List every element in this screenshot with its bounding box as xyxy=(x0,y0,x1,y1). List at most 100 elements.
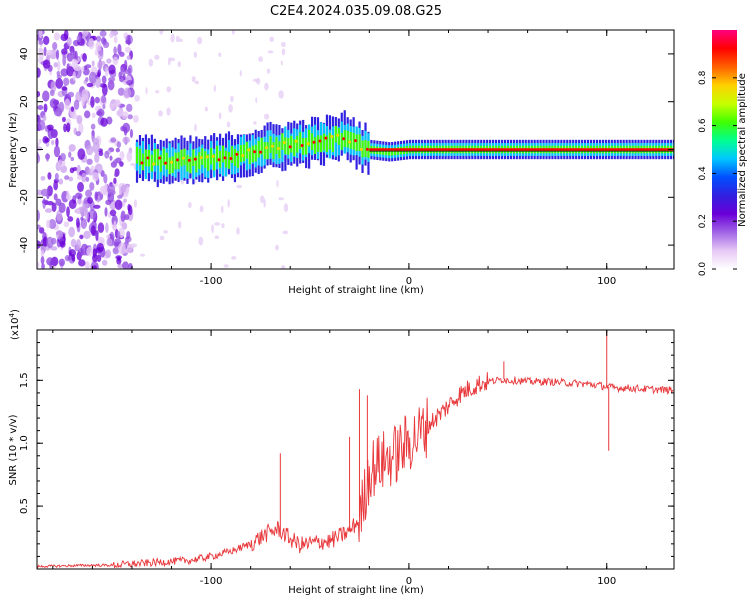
noise-blob xyxy=(40,249,45,257)
faint-blob xyxy=(166,86,172,93)
noise-blob xyxy=(38,227,45,234)
faint-blob xyxy=(278,197,284,201)
noise-blob xyxy=(114,100,121,108)
signal-peak xyxy=(229,156,233,160)
noise-blob xyxy=(106,58,112,64)
faint-blob xyxy=(276,180,279,188)
spectrogram-ytick-label: 0 xyxy=(19,146,30,152)
noise-blob xyxy=(45,153,50,162)
noise-blob xyxy=(53,62,58,68)
noise-blob xyxy=(37,91,41,98)
noise-blob xyxy=(40,188,49,197)
signal-band xyxy=(204,151,207,169)
snr-panel: -100 0 100 0.5 1.0 1.5 Height of straight lin… xyxy=(8,309,675,596)
chart-title: C2E4.2024.035.09.08.G25 xyxy=(270,4,442,19)
noise-blob xyxy=(102,41,110,49)
noise-blob xyxy=(41,263,45,269)
noise-blob xyxy=(95,76,102,88)
noise-blob xyxy=(117,263,124,269)
signal-peak xyxy=(158,156,162,160)
noise-blob xyxy=(99,83,107,88)
spectrogram-panel: -100 0 100 -40 -20 0 20 40 Height of straight l… xyxy=(8,29,675,296)
faint-blob xyxy=(213,84,216,93)
noise-blob xyxy=(123,59,128,72)
faint-blob xyxy=(281,264,286,269)
snr-ytick-label: 1.0 xyxy=(19,435,30,451)
noise-blob xyxy=(123,87,132,98)
noise-blob xyxy=(92,253,98,263)
noise-blob xyxy=(90,96,95,108)
noise-blob xyxy=(68,226,75,238)
signal-band xyxy=(358,134,361,152)
noise-blob xyxy=(126,103,133,112)
signal-band xyxy=(316,135,320,152)
noise-blob xyxy=(97,48,104,61)
spectrogram-xlabel: Height of straight line (km) xyxy=(288,285,424,296)
faint-blob xyxy=(278,90,284,99)
signal-peak xyxy=(235,152,239,156)
noise-blob xyxy=(43,103,48,113)
signal-band xyxy=(334,125,337,143)
faint-blob xyxy=(194,80,199,85)
colorbar-tick-label: 0.8 xyxy=(698,70,708,85)
faint-blob xyxy=(178,221,182,229)
faint-blob xyxy=(218,112,222,120)
spectrogram-xtick-label: 0 xyxy=(406,276,412,287)
noise-blob xyxy=(66,36,72,47)
noise-blob xyxy=(76,199,83,205)
noise-blob xyxy=(44,208,53,213)
noise-blob xyxy=(101,259,108,266)
noise-blob xyxy=(37,209,41,222)
noise-blob xyxy=(37,104,44,111)
signal-band xyxy=(171,156,174,174)
snr-multiplier: (x104) xyxy=(8,309,21,340)
signal-band xyxy=(388,148,391,156)
noise-blob xyxy=(96,110,103,116)
noise-blob xyxy=(70,156,75,162)
signal-band xyxy=(346,130,349,148)
signal-band xyxy=(162,148,165,166)
noise-blob xyxy=(107,192,115,203)
faint-blob xyxy=(264,82,269,91)
faint-blob xyxy=(204,106,208,112)
noise-blob xyxy=(123,198,128,203)
noise-blob xyxy=(87,196,93,204)
signal-band xyxy=(150,154,153,172)
signal-band xyxy=(213,153,216,171)
faint-blob xyxy=(145,87,148,95)
noise-blob xyxy=(63,77,70,87)
noise-blob xyxy=(116,231,121,239)
noise-blob xyxy=(100,117,108,127)
noise-blob xyxy=(94,152,100,164)
noise-blob xyxy=(51,202,57,212)
noise-blob xyxy=(41,199,49,204)
noise-blob xyxy=(63,30,69,40)
noise-blob xyxy=(73,99,80,110)
signal-band xyxy=(180,149,183,167)
colorbar-tick-label: 0.0 xyxy=(698,262,708,277)
snr-line xyxy=(37,372,674,569)
signal-band xyxy=(144,149,148,167)
noise-blob xyxy=(38,39,44,45)
noise-blob xyxy=(46,236,54,249)
colorbar-gradient xyxy=(712,30,737,269)
signal-band xyxy=(207,154,210,171)
faint-blob xyxy=(227,199,230,208)
signal-band xyxy=(269,136,272,153)
signal-band xyxy=(310,133,314,151)
snr-xlabel: Height of straight line (km) xyxy=(288,585,424,596)
faint-blob xyxy=(194,123,197,132)
signal-peak xyxy=(324,136,328,140)
noise-blob xyxy=(63,221,70,228)
faint-blob xyxy=(187,202,192,209)
faint-blob xyxy=(175,35,180,43)
noise-blob xyxy=(50,80,57,93)
noise-blob xyxy=(124,46,131,53)
signal-peak xyxy=(199,156,203,160)
signal-band xyxy=(328,132,331,150)
signal-band xyxy=(275,137,278,154)
noise-blob xyxy=(68,144,76,152)
noise-blob xyxy=(122,136,131,144)
signal-peak xyxy=(164,161,168,165)
colorbar-tick-label: 0.6 xyxy=(698,118,708,133)
